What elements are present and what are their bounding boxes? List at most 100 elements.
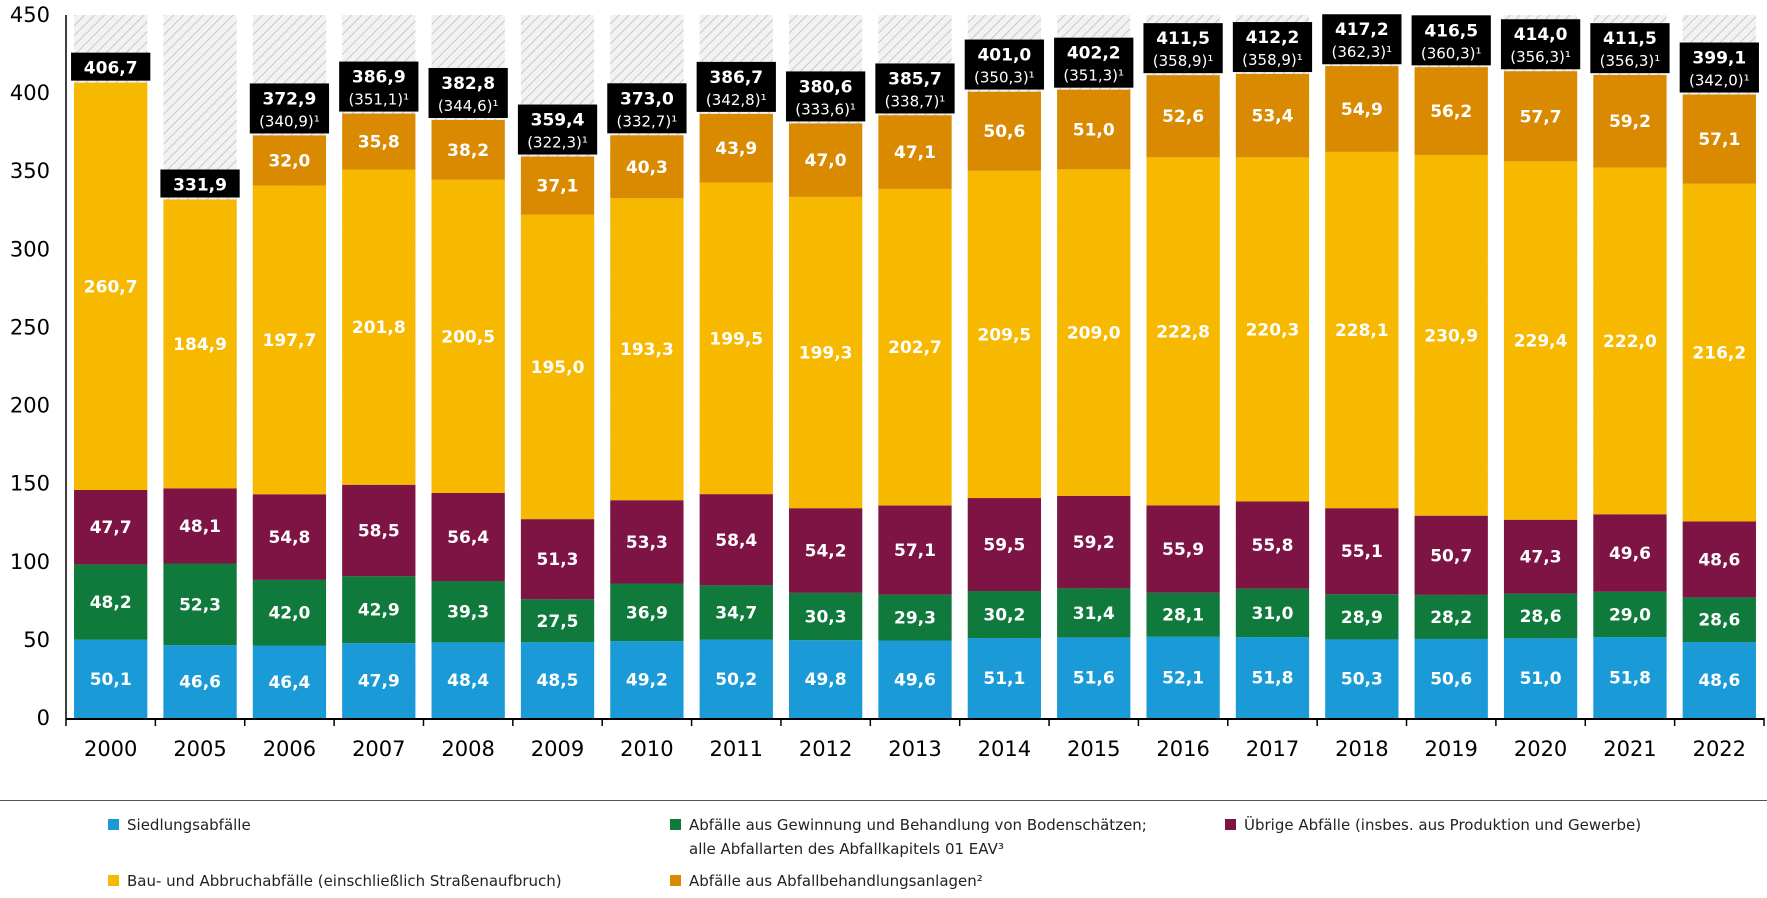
bar-segment-abfälle-aus-abfallbehandlungsanlagen — [1593, 74, 1667, 168]
bar-value-label: 51,8 — [1609, 669, 1651, 689]
total-box — [964, 39, 1045, 90]
bar-value-label: 51,3 — [537, 550, 579, 570]
bar-segment-übrige-abfälle-insbes-aus-produktion-und-gewerbe — [1146, 505, 1220, 593]
bar-value-label: 209,0 — [1067, 324, 1121, 344]
bar-segment-bau-und-abbruchabfälle-einschließlich-straßenaufbruch — [74, 82, 148, 490]
x-tick-label: 2019 — [1424, 737, 1477, 761]
bar-value-label: 47,9 — [358, 672, 400, 692]
bar-segment-siedlungsabfälle — [1057, 637, 1131, 718]
legend-item-uebrige: Übrige Abfälle (insbes. aus Produktion u… — [1225, 813, 1641, 837]
bar-value-label: 37,1 — [537, 177, 579, 197]
bar-segment-abfälle-aus-abfallbehandlungsanlagen — [520, 156, 595, 215]
x-tick-label: 2000 — [84, 737, 137, 761]
bar-segment-bau-und-abbruchabfälle-einschließlich-straßenaufbruch — [252, 185, 327, 495]
bar-value-label: 55,8 — [1251, 536, 1293, 556]
total-value-label: 401,0 — [977, 46, 1031, 66]
bar-value-label: 49,6 — [894, 670, 936, 690]
bar-value-label: 50,3 — [1341, 670, 1383, 690]
legend-swatch-bodenschaetze — [670, 819, 681, 830]
bar-segment-bau-und-abbruchabfälle-einschließlich-straßenaufbruch — [699, 182, 773, 495]
bar-segment-siedlungsabfälle — [1146, 636, 1220, 718]
bar-value-label: 220,3 — [1246, 320, 1300, 340]
bar-value-label: 38,2 — [447, 141, 489, 161]
bar-segment-siedlungsabfälle — [1235, 637, 1310, 718]
bar-value-label: 48,5 — [537, 671, 579, 691]
bar-segment-übrige-abfälle-insbes-aus-produktion-und-gewerbe — [520, 519, 595, 600]
bar-value-label: 49,2 — [626, 671, 668, 691]
bar-segment-abfälle-aus-abfallbehandlungsanlagen — [1325, 66, 1399, 152]
legend: Siedlungsabfälle Abfälle aus Gewinnung u… — [0, 800, 1767, 898]
y-tick-label: 300 — [10, 237, 50, 261]
bar-segment-abfälle-aus-abfallbehandlungsanlagen — [967, 91, 1042, 171]
legend-swatch-siedlung — [108, 819, 119, 830]
bar-segment-abfälle-aus-abfallbehandlungsanlagen — [1146, 75, 1220, 158]
bar-value-label: 50,6 — [983, 122, 1025, 142]
bar-segment-abfälle-aus-abfallbehandlungsanlagen — [610, 135, 684, 199]
bar-value-label: 53,3 — [626, 533, 668, 553]
total-value-label: 399,1 — [1692, 49, 1746, 69]
bar-value-label: 35,8 — [358, 133, 400, 153]
bar-segment-abfälle-aus-gewinnung-und-behandlung-von-bodenschätzen — [1593, 591, 1667, 638]
bar-value-label: 260,7 — [84, 277, 138, 297]
bar-value-label: 48,1 — [179, 517, 221, 537]
y-tick-label: 400 — [10, 81, 50, 105]
bar-value-label: 199,3 — [799, 344, 853, 364]
legend-label-behandlung: Abfälle aus Abfallbehandlungsanlagen² — [689, 872, 983, 890]
bar-segment-abfälle-aus-gewinnung-und-behandlung-von-bodenschätzen — [1503, 593, 1578, 639]
bar-segment-bau-und-abbruchabfälle-einschließlich-straßenaufbruch — [1235, 157, 1310, 502]
bar-segment-abfälle-aus-gewinnung-und-behandlung-von-bodenschätzen — [74, 564, 148, 640]
legend-item-behandlung: Abfälle aus Abfallbehandlungsanlagen² — [670, 869, 983, 893]
bar-value-label: 29,3 — [894, 609, 936, 629]
x-tick-label: 2021 — [1603, 737, 1656, 761]
total-value-label: 382,8 — [441, 74, 495, 94]
subtotal-value-label: (344,6)¹ — [438, 97, 499, 115]
total-box — [1411, 15, 1491, 66]
bar-value-label: 30,3 — [805, 608, 847, 628]
legend-item-bau: Bau- und Abbruchabfälle (einschließlich … — [108, 869, 562, 893]
bar-segment-abfälle-aus-abfallbehandlungsanlagen — [342, 113, 416, 170]
bar-value-label: 54,9 — [1341, 100, 1383, 120]
bar-value-label: 201,8 — [352, 318, 406, 338]
bar-value-label: 59,2 — [1609, 112, 1651, 132]
subtotal-value-label: (358,9)¹ — [1153, 52, 1214, 70]
total-value-label: 416,5 — [1424, 21, 1478, 41]
bar-value-label: 31,4 — [1073, 604, 1115, 624]
bar-value-label: 28,1 — [1162, 606, 1204, 626]
y-tick-label: 150 — [10, 472, 50, 496]
bar-value-label: 32,0 — [268, 151, 310, 171]
bar-segment-abfälle-aus-gewinnung-und-behandlung-von-bodenschätzen — [520, 599, 595, 643]
bar-segment-abfälle-aus-abfallbehandlungsanlagen — [878, 115, 952, 189]
bar-segment-abfälle-aus-abfallbehandlungsanlagen — [252, 135, 327, 186]
x-tick-label: 2016 — [1156, 737, 1209, 761]
bar-segment-siedlungsabfälle — [1414, 638, 1488, 718]
x-tick-label: 2009 — [531, 737, 584, 761]
x-tick-label: 2010 — [620, 737, 673, 761]
bar-segment-abfälle-aus-abfallbehandlungsanlagen — [1235, 73, 1310, 158]
bar-segment-übrige-abfälle-insbes-aus-produktion-und-gewerbe — [1325, 508, 1399, 595]
bar-segment-übrige-abfälle-insbes-aus-produktion-und-gewerbe — [1593, 514, 1667, 592]
bar-value-label: 222,0 — [1603, 332, 1657, 352]
total-box — [1500, 19, 1581, 70]
total-box — [1054, 37, 1134, 88]
total-value-label: 406,7 — [84, 59, 138, 79]
bar-value-label: 29,0 — [1609, 605, 1651, 625]
total-box — [1590, 23, 1670, 74]
bar-value-label: 195,0 — [531, 358, 585, 378]
bar-value-label: 40,3 — [626, 158, 668, 178]
bar-value-label: 54,2 — [805, 542, 847, 562]
y-tick-label: 100 — [10, 550, 50, 574]
bar-segment-übrige-abfälle-insbes-aus-produktion-und-gewerbe — [788, 508, 863, 593]
bar-segment-bau-und-abbruchabfälle-einschließlich-straßenaufbruch — [967, 170, 1042, 499]
total-box — [1232, 22, 1313, 73]
bar-value-label: 200,5 — [441, 327, 495, 347]
axes: 0 50 100 150 200 250 300 350 400 450 2000 2005 2006 2… — [10, 3, 1765, 761]
bars — [74, 66, 1756, 718]
bar-segment-siedlungsabfälle — [342, 643, 416, 718]
bar-segment-bau-und-abbruchabfälle-einschließlich-straßenaufbruch — [431, 179, 505, 493]
stacked-bar-chart: 0 50 100 150 200 250 300 350 400 450 2000 2005 2006 2… — [10, 3, 1765, 761]
bar-value-label: 48,6 — [1698, 671, 1740, 691]
bar-segment-bau-und-abbruchabfälle-einschließlich-straßenaufbruch — [1682, 183, 1756, 522]
bar-segment-bau-und-abbruchabfälle-einschließlich-straßenaufbruch — [163, 199, 237, 489]
bar-value-label: 52,3 — [179, 595, 221, 615]
bar-segment-übrige-abfälle-insbes-aus-produktion-und-gewerbe — [878, 505, 952, 595]
